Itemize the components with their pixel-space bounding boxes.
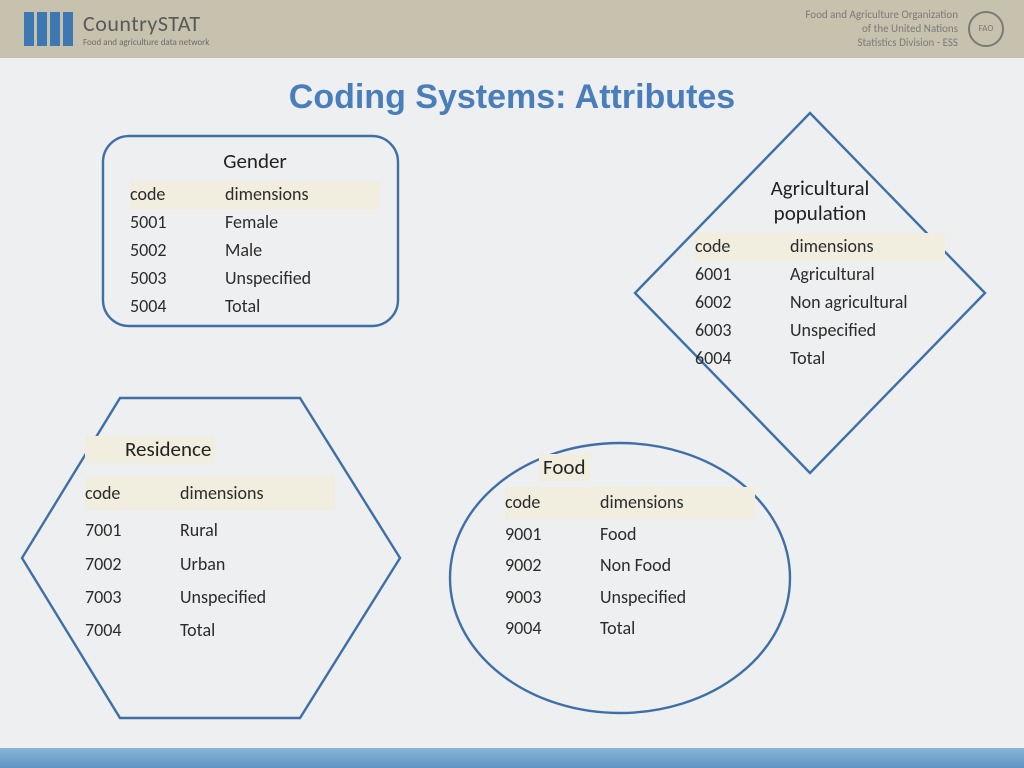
col-code: code: [85, 477, 180, 510]
col-dim: dimensions: [600, 487, 755, 519]
slide-canvas: Coding Systems: Attributes Gender code d…: [0, 58, 1024, 748]
brand-logo: CountrySTAT Food and agriculture data ne…: [24, 10, 209, 48]
gender-title: Gender: [130, 148, 380, 175]
col-dim: dimensions: [180, 477, 335, 510]
org-line3: Statistics Division - ESS: [805, 36, 958, 50]
table-row: 5003Unspecified: [130, 265, 380, 293]
ag-title: Agricultural population: [695, 176, 945, 227]
table-row: 5004Total: [130, 293, 380, 321]
col-code: code: [505, 487, 600, 519]
org-line2: of the United Nations: [805, 22, 958, 36]
food-title: Food: [539, 454, 590, 481]
table-row: 7003Unspecified: [85, 581, 335, 614]
table-row: 6001Agricultural: [695, 261, 945, 289]
table-row: 6002Non agricultural: [695, 289, 945, 317]
table-row: 7004Total: [85, 614, 335, 647]
table-row: 5001Female: [130, 209, 380, 237]
col-code: code: [130, 181, 225, 209]
food-header-row: code dimensions: [505, 487, 755, 519]
gender-header-row: code dimensions: [130, 181, 380, 209]
table-row: 9001Food: [505, 519, 755, 551]
brand-bars-icon: [24, 12, 73, 46]
residence-panel: Residence code dimensions 7001Rural 7002…: [85, 436, 335, 647]
table-row: 7002Urban: [85, 548, 335, 581]
table-row: 9002Non Food: [505, 550, 755, 582]
org-block: Food and Agriculture Organization of the…: [805, 8, 1004, 49]
table-row: 5002Male: [130, 237, 380, 265]
table-row: 6003Unspecified: [695, 317, 945, 345]
slide-title: Coding Systems: Attributes: [0, 78, 1024, 117]
food-panel: Food code dimensions 9001Food 9002Non Fo…: [505, 454, 755, 645]
top-bar: CountrySTAT Food and agriculture data ne…: [0, 0, 1024, 58]
table-row: 7001Rural: [85, 514, 335, 547]
ag-header-row: code dimensions: [695, 233, 945, 261]
bottom-bar: [0, 748, 1024, 768]
table-row: 9004Total: [505, 613, 755, 645]
col-dim: dimensions: [790, 233, 945, 261]
gender-panel: Gender code dimensions 5001Female 5002Ma…: [130, 148, 380, 320]
residence-header-row: code dimensions: [85, 477, 335, 510]
table-row: 9003Unspecified: [505, 582, 755, 614]
table-row: 6004Total: [695, 345, 945, 373]
ag-panel: Agricultural population code dimensions …: [695, 176, 945, 373]
col-dim: dimensions: [225, 181, 380, 209]
org-line1: Food and Agriculture Organization: [805, 8, 958, 22]
fao-logo-icon: FAO: [968, 11, 1004, 47]
brand-subtitle: Food and agriculture data network: [83, 37, 209, 48]
col-code: code: [695, 233, 790, 261]
residence-title: Residence: [85, 436, 215, 463]
brand-title: CountrySTAT: [83, 10, 209, 37]
